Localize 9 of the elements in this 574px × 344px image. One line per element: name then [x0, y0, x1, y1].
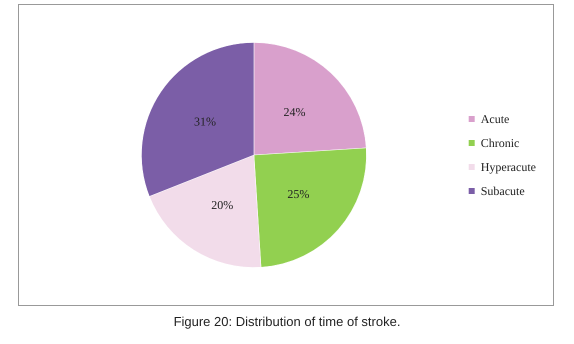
data-label: 20%	[211, 198, 234, 212]
data-label: 25%	[287, 187, 310, 202]
data-label: 31%	[194, 114, 216, 129]
legend-label: Hyperacute	[480, 160, 536, 174]
legend-label: Acute	[480, 112, 510, 126]
data-label: 24%	[284, 104, 306, 119]
legend-label: Chronic	[480, 136, 520, 150]
caption: Figure 20: Distribution of time of stroke.	[172, 314, 402, 329]
legend-label: Subacute	[480, 184, 525, 198]
